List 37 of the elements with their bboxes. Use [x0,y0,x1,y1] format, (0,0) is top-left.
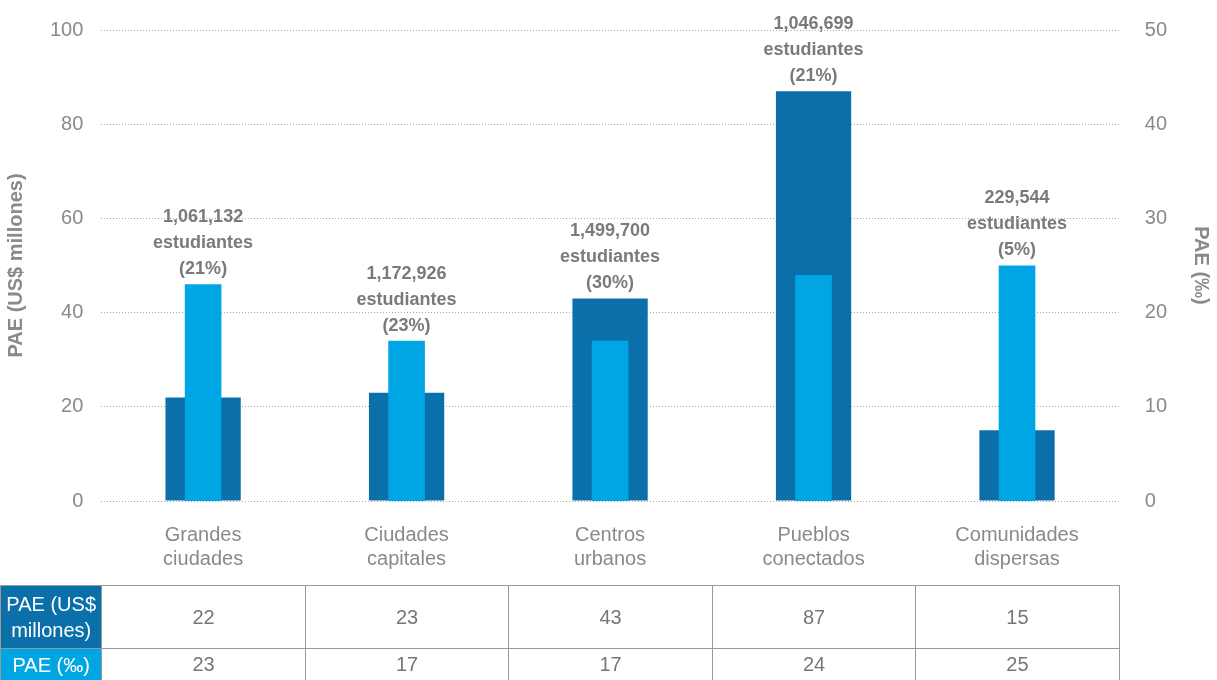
data-label: 17 [508,648,713,680]
annotation: 1,046,699 estudiantes (21%) [763,13,864,86]
data-label: 24 [712,648,916,680]
y2-tick-label: 50 [1144,17,1167,40]
data-label: 23 [101,648,306,680]
text: PAE (US$ millones) [0,585,102,649]
text: PAE (‰) [0,648,102,680]
y-tick-label: 40 [61,300,84,323]
data-label: 23 [305,585,509,649]
y-tick-label: 60 [61,205,84,228]
data-label: 17 [305,648,509,680]
y2-tick-label: 20 [1144,300,1167,323]
data-label: 25 [915,648,1120,680]
annotation: 1,061,132 estudiantes (21%) [153,206,254,279]
data-label: 43 [508,585,713,649]
x-tick-label: Centros urbanos [573,522,647,569]
y2-tick-label: 10 [1144,394,1167,417]
y2-tick-label: 30 [1144,205,1167,228]
y2-axis-title: PAE (‰) [1191,226,1214,305]
y-tick-label: 80 [61,111,84,134]
annotation: 1,499,700 estudiantes (30%) [560,220,661,293]
y-axis-title: PAE (US$ millones) [3,173,26,358]
annotation: 1,172,926 estudiantes (23%) [356,262,457,335]
data-label: 22 [101,585,306,649]
y2-tick-label: 40 [1144,111,1167,134]
annotation: 229,544 estudiantes (5%) [967,187,1068,260]
x-tick-label: Grandes ciudades [163,522,244,569]
y2-tick-label: 0 [1144,488,1156,511]
data-label: 15 [915,585,1120,649]
y-tick-label: 100 [49,17,84,40]
y-tick-label: 20 [61,394,84,417]
x-tick-label: Ciudades capitales [364,522,449,569]
x-tick-label: Comunidades dispersas [955,522,1079,569]
bar [795,274,832,501]
x-tick-label: Pueblos conectados [762,522,865,569]
y-tick-label: 0 [72,488,84,511]
data-label: 87 [712,585,916,649]
